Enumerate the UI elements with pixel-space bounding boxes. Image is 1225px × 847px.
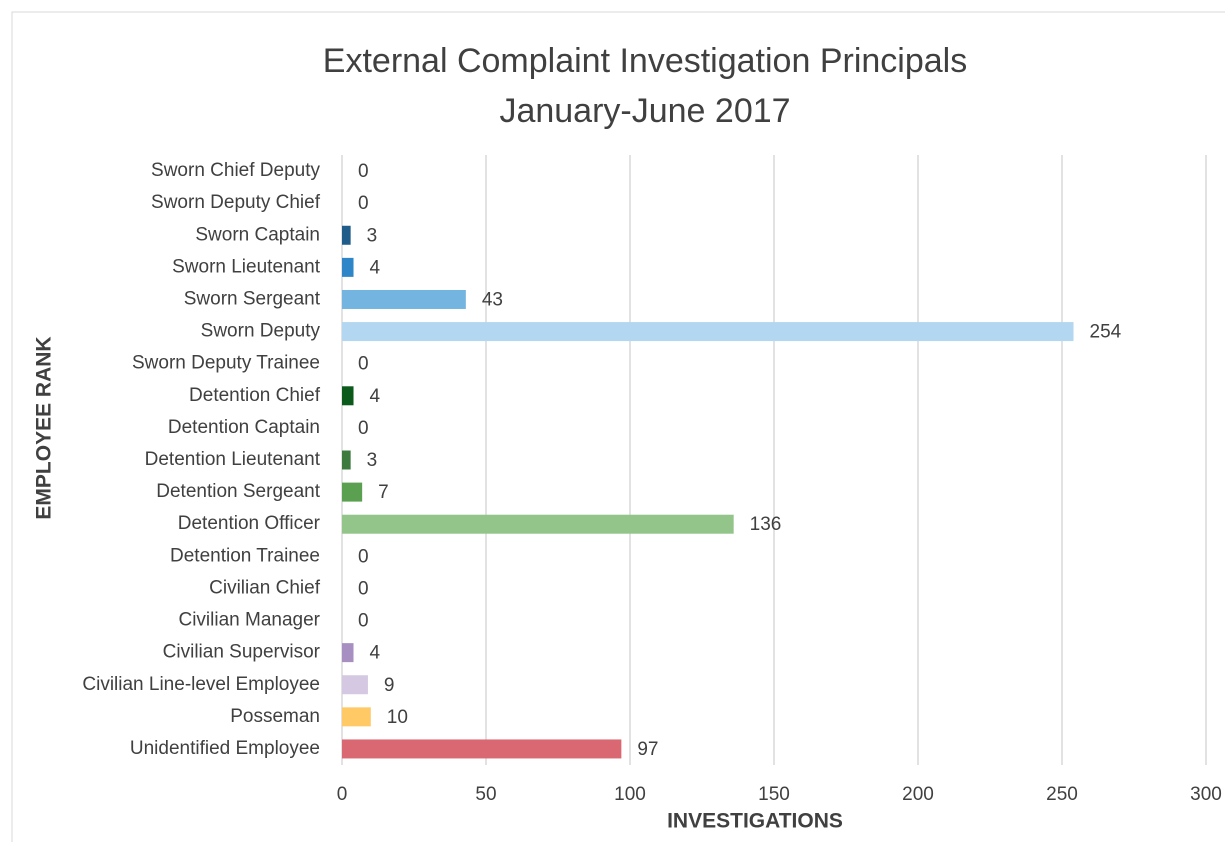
y-tick-label: Detention Trainee	[170, 545, 320, 566]
value-label: 0	[358, 546, 369, 567]
value-label: 0	[358, 193, 369, 214]
y-tick-label: Civilian Manager	[178, 610, 320, 631]
value-label: 4	[370, 643, 381, 664]
x-tick-label: 150	[758, 784, 790, 805]
y-tick-label: Civilian Chief	[209, 577, 321, 598]
chart-subtitle: January-June 2017	[499, 92, 790, 130]
y-tick-label: Sworn Deputy Trainee	[132, 353, 320, 374]
bar	[342, 450, 351, 470]
y-tick-label: Detention Sergeant	[156, 481, 320, 502]
x-axis-label: INVESTIGATIONS	[667, 810, 843, 833]
value-label: 136	[750, 514, 782, 535]
y-tick-label: Sworn Deputy Chief	[151, 192, 321, 213]
value-label: 3	[367, 225, 378, 246]
value-label: 4	[370, 257, 381, 278]
value-label: 0	[358, 418, 369, 439]
y-tick-label: Detention Captain	[168, 417, 320, 438]
bar	[342, 289, 466, 309]
value-label: 0	[358, 578, 369, 599]
bar	[342, 225, 351, 245]
value-label: 97	[637, 739, 658, 760]
x-tick-label: 300	[1190, 784, 1222, 805]
value-label: 4	[370, 386, 381, 407]
bar	[342, 739, 622, 759]
bar	[342, 675, 368, 695]
value-label: 43	[482, 289, 503, 310]
chart-border	[11, 11, 1225, 847]
y-tick-label: Unidentified Employee	[130, 738, 320, 759]
chart-title: External Complaint Investigation Princip…	[323, 42, 967, 80]
y-tick-label: Sworn Chief Deputy	[151, 160, 320, 181]
y-tick-label: Detention Officer	[178, 513, 321, 534]
y-tick-label: Detention Chief	[189, 385, 321, 406]
bar	[342, 643, 354, 663]
y-tick-label: Detention Lieutenant	[145, 449, 321, 470]
bar	[342, 257, 354, 277]
y-tick-label: Sworn Deputy	[201, 321, 321, 342]
value-label: 3	[367, 450, 378, 471]
y-tick-label: Sworn Sergeant	[184, 288, 321, 309]
value-label: 9	[384, 675, 395, 696]
x-tick-label: 50	[475, 784, 496, 805]
bar	[342, 707, 371, 727]
y-tick-label: Sworn Captain	[195, 224, 320, 245]
y-tick-label: Civilian Supervisor	[163, 642, 321, 663]
value-label: 254	[1090, 322, 1122, 343]
y-tick-label: Civilian Line-level Employee	[82, 674, 320, 695]
y-tick-label: Sworn Lieutenant	[172, 256, 321, 277]
value-label: 0	[358, 611, 369, 632]
x-tick-label: 0	[337, 784, 348, 805]
value-label: 7	[378, 482, 389, 503]
value-label: 10	[387, 707, 408, 728]
bar	[342, 482, 363, 502]
bar	[342, 514, 734, 534]
x-tick-label: 250	[1046, 784, 1078, 805]
value-label: 0	[358, 161, 369, 182]
x-tick-label: 200	[902, 784, 934, 805]
x-tick-label: 100	[614, 784, 646, 805]
y-tick-label: Posseman	[230, 706, 320, 727]
y-axis-label: EMPLOYEE RANK	[33, 336, 56, 519]
value-label: 0	[358, 354, 369, 375]
bar	[342, 322, 1074, 342]
bar	[342, 386, 354, 406]
